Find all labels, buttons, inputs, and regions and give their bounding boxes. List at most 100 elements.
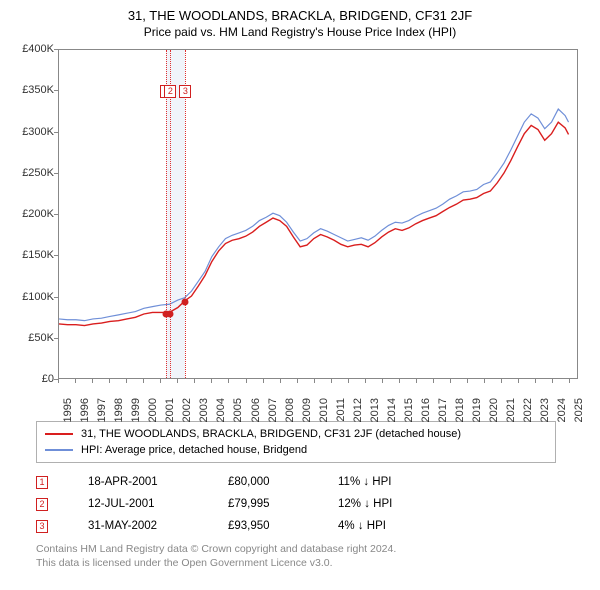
x-tick-label: 2007 xyxy=(267,398,279,428)
x-tick-label: 2017 xyxy=(437,398,449,428)
x-tick-label: 1995 xyxy=(62,398,74,428)
x-tick-label: 2011 xyxy=(335,398,347,428)
x-tick-label: 2013 xyxy=(369,398,381,428)
x-tick-label: 2023 xyxy=(539,398,551,428)
x-tick-mark xyxy=(552,379,553,383)
y-tick-label: £250K xyxy=(12,167,54,179)
x-tick-mark xyxy=(228,379,229,383)
x-tick-label: 2006 xyxy=(250,398,262,428)
y-tick-mark xyxy=(54,214,58,215)
sale-row-marker: 3 xyxy=(36,520,48,533)
sale-row-price: £79,995 xyxy=(228,498,338,510)
x-tick-label: 2025 xyxy=(573,398,585,428)
legend-row: 31, THE WOODLANDS, BRACKLA, BRIDGEND, CF… xyxy=(45,426,547,442)
sale-row-delta: 11% ↓ HPI xyxy=(338,476,448,488)
x-tick-mark xyxy=(280,379,281,383)
x-tick-label: 2012 xyxy=(352,398,364,428)
series-property xyxy=(59,122,569,325)
sale-row-date: 18-APR-2001 xyxy=(88,476,228,488)
x-tick-mark xyxy=(416,379,417,383)
sale-marker-line xyxy=(185,50,186,378)
chart-container: 31, THE WOODLANDS, BRACKLA, BRIDGEND, CF… xyxy=(0,0,600,590)
legend-row: HPI: Average price, detached house, Brid… xyxy=(45,442,547,458)
x-tick-mark xyxy=(501,379,502,383)
x-tick-mark xyxy=(467,379,468,383)
y-tick-mark xyxy=(54,49,58,50)
sale-row: 3 31-MAY-2002£93,9504% ↓ HPI xyxy=(36,515,556,537)
x-tick-label: 2024 xyxy=(556,398,568,428)
x-tick-mark xyxy=(211,379,212,383)
plot-area: 123 xyxy=(58,49,578,379)
x-tick-mark xyxy=(143,379,144,383)
legend-swatch xyxy=(45,449,73,451)
x-tick-label: 2020 xyxy=(488,398,500,428)
x-tick-label: 2022 xyxy=(522,398,534,428)
sale-row-delta: 12% ↓ HPI xyxy=(338,498,448,510)
x-tick-label: 2009 xyxy=(301,398,313,428)
x-tick-label: 2016 xyxy=(420,398,432,428)
sale-row-date: 12-JUL-2001 xyxy=(88,498,228,510)
x-tick-mark xyxy=(535,379,536,383)
chart-title: 31, THE WOODLANDS, BRACKLA, BRIDGEND, CF… xyxy=(12,8,588,23)
x-tick-label: 1998 xyxy=(113,398,125,428)
x-tick-mark xyxy=(399,379,400,383)
x-tick-mark xyxy=(484,379,485,383)
x-tick-mark xyxy=(58,379,59,383)
x-tick-label: 2003 xyxy=(198,398,210,428)
y-tick-label: £100K xyxy=(12,291,54,303)
x-tick-label: 2002 xyxy=(181,398,193,428)
x-tick-label: 1996 xyxy=(79,398,91,428)
x-tick-mark xyxy=(314,379,315,383)
footer-line-2: This data is licensed under the Open Gov… xyxy=(36,557,588,571)
x-tick-mark xyxy=(246,379,247,383)
y-tick-mark xyxy=(54,173,58,174)
x-tick-mark xyxy=(569,379,570,383)
legend-label: 31, THE WOODLANDS, BRACKLA, BRIDGEND, CF… xyxy=(81,428,461,440)
y-tick-label: £200K xyxy=(12,208,54,220)
x-tick-mark xyxy=(450,379,451,383)
y-tick-label: £350K xyxy=(12,84,54,96)
x-tick-mark xyxy=(365,379,366,383)
x-tick-label: 2008 xyxy=(284,398,296,428)
x-tick-label: 2021 xyxy=(505,398,517,428)
footer-line-1: Contains HM Land Registry data © Crown c… xyxy=(36,543,588,557)
series-hpi xyxy=(59,109,569,321)
sale-marker-dot xyxy=(182,299,189,306)
sale-row-marker: 1 xyxy=(36,476,48,489)
x-tick-label: 2014 xyxy=(386,398,398,428)
legend-swatch xyxy=(45,433,73,435)
sales-table: 1 18-APR-2001£80,00011% ↓ HPI 2 12-JUL-2001… xyxy=(36,471,556,537)
chart-area: 123 £0 £50K £100K £150K £200K £250K £300K £350K… xyxy=(12,45,588,415)
y-tick-mark xyxy=(54,338,58,339)
sale-row: 2 12-JUL-2001£79,99512% ↓ HPI xyxy=(36,493,556,515)
sale-row-price: £93,950 xyxy=(228,520,338,532)
y-tick-label: £50K xyxy=(12,332,54,344)
y-tick-label: £300K xyxy=(12,126,54,138)
x-tick-mark xyxy=(382,379,383,383)
legend-label: HPI: Average price, detached house, Brid… xyxy=(81,444,307,456)
sale-row-marker: 2 xyxy=(36,498,48,511)
x-tick-mark xyxy=(75,379,76,383)
y-tick-label: £0 xyxy=(12,373,54,385)
x-tick-label: 2005 xyxy=(232,398,244,428)
y-tick-label: £400K xyxy=(12,43,54,55)
x-tick-label: 2004 xyxy=(215,398,227,428)
x-tick-label: 2019 xyxy=(471,398,483,428)
sale-marker-label: 3 xyxy=(179,85,191,98)
chart-subtitle: Price paid vs. HM Land Registry's House … xyxy=(12,25,588,39)
line-layer xyxy=(59,50,577,378)
y-tick-mark xyxy=(54,90,58,91)
y-tick-mark xyxy=(54,255,58,256)
x-tick-label: 2000 xyxy=(147,398,159,428)
sale-row: 1 18-APR-2001£80,00011% ↓ HPI xyxy=(36,471,556,493)
sale-row-delta: 4% ↓ HPI xyxy=(338,520,448,532)
sale-row-date: 31-MAY-2002 xyxy=(88,520,228,532)
footer-attribution: Contains HM Land Registry data © Crown c… xyxy=(36,543,588,570)
sale-row-price: £80,000 xyxy=(228,476,338,488)
y-tick-mark xyxy=(54,297,58,298)
y-tick-mark xyxy=(54,132,58,133)
x-tick-mark xyxy=(194,379,195,383)
x-tick-label: 2001 xyxy=(164,398,176,428)
x-tick-mark xyxy=(348,379,349,383)
y-tick-label: £150K xyxy=(12,249,54,261)
